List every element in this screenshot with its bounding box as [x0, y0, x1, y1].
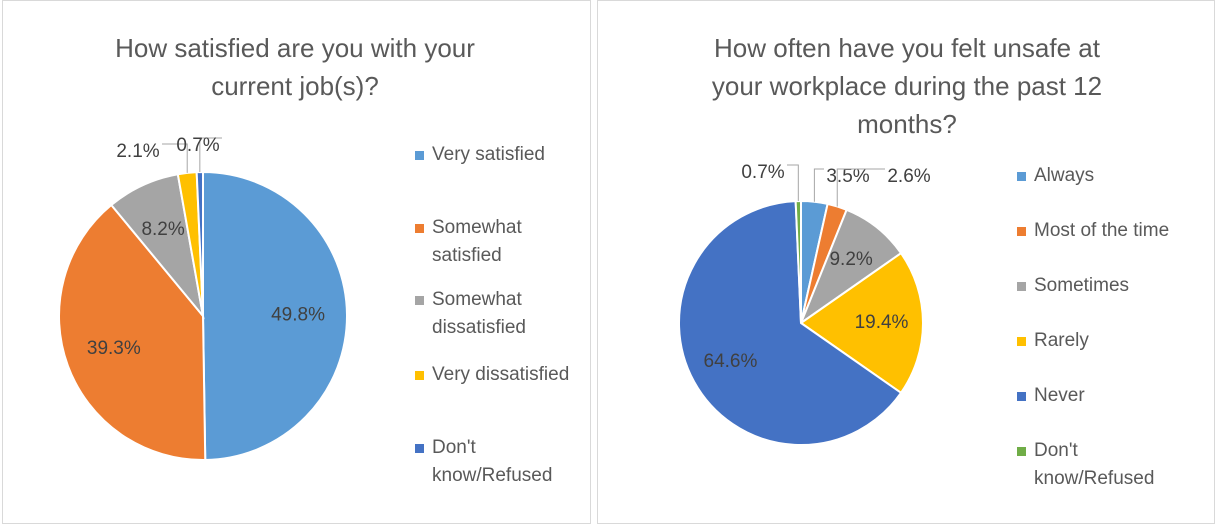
- legend-swatch: [415, 151, 424, 160]
- data-label: 0.7%: [176, 135, 219, 156]
- legend-swatch: [415, 371, 424, 380]
- data-label: 9.2%: [829, 249, 872, 270]
- legend-label: Somewhat satisfied: [432, 217, 522, 266]
- legend-item: Very dissatisfied: [415, 361, 595, 389]
- legend-item: Sometimes: [1017, 272, 1197, 300]
- data-label: 8.2%: [141, 219, 184, 240]
- leader-line: [162, 143, 188, 173]
- legend-item: Somewhat satisfied: [415, 214, 595, 270]
- data-label: 49.8%: [271, 304, 325, 325]
- chart-title: How often have you felt unsafe at your w…: [711, 33, 1103, 139]
- legend-swatch: [415, 224, 424, 233]
- pie-slice: [202, 170, 348, 461]
- pie-slice: [794, 199, 802, 324]
- legend-swatch: [415, 444, 424, 453]
- legend-item: Never: [1017, 382, 1197, 410]
- legend-label: Don't know/Refused: [1034, 440, 1155, 489]
- data-label: 64.6%: [704, 351, 758, 372]
- data-label: 2.6%: [887, 166, 930, 187]
- legend-label: Don't know/Refused: [432, 437, 553, 486]
- leader-line: [787, 164, 799, 202]
- pie-slice: [799, 251, 924, 395]
- legend-swatch: [1017, 392, 1026, 401]
- data-label: 39.3%: [87, 338, 141, 359]
- legend-item: Rarely: [1017, 327, 1197, 355]
- legend-label: Never: [1034, 385, 1085, 406]
- legend-swatch: [415, 296, 424, 305]
- legend-label: Always: [1034, 165, 1095, 186]
- legend-item: Don't know/Refused: [1017, 437, 1197, 493]
- legend-swatch: [1017, 447, 1026, 456]
- data-label: 2.1%: [116, 141, 159, 162]
- chart-panel: [2, 0, 591, 524]
- leader-line: [199, 137, 222, 173]
- pie-slice: [58, 203, 207, 461]
- legend-label: Rarely: [1034, 330, 1089, 351]
- legend-label: Very dissatisfied: [432, 364, 570, 385]
- chart-title: How satisfied are you with your current …: [115, 33, 475, 101]
- legend-swatch: [1017, 227, 1026, 236]
- legend-label: Very satisfied: [432, 144, 545, 165]
- leader-line: [836, 168, 885, 207]
- leader-line: [813, 168, 824, 202]
- pie-slice: [678, 200, 903, 446]
- legend-label: Sometimes: [1034, 275, 1130, 296]
- legend-label: Somewhat dissatisfied: [432, 289, 526, 338]
- legend-item: Always: [1017, 162, 1197, 190]
- legend-item: Most of the time: [1017, 217, 1197, 245]
- legend-item: Somewhat dissatisfied: [415, 286, 595, 342]
- data-label: 19.4%: [855, 312, 909, 333]
- legend-item: Very satisfied: [415, 141, 595, 169]
- legend-item: Don't know/Refused: [415, 434, 595, 490]
- pie-slice: [195, 170, 204, 317]
- data-label: 0.7%: [741, 162, 784, 183]
- legend-swatch: [1017, 172, 1026, 181]
- legend-swatch: [1017, 282, 1026, 291]
- chart-panel: [597, 0, 1215, 524]
- legend-label: Most of the time: [1034, 220, 1170, 241]
- legend-swatch: [1017, 337, 1026, 346]
